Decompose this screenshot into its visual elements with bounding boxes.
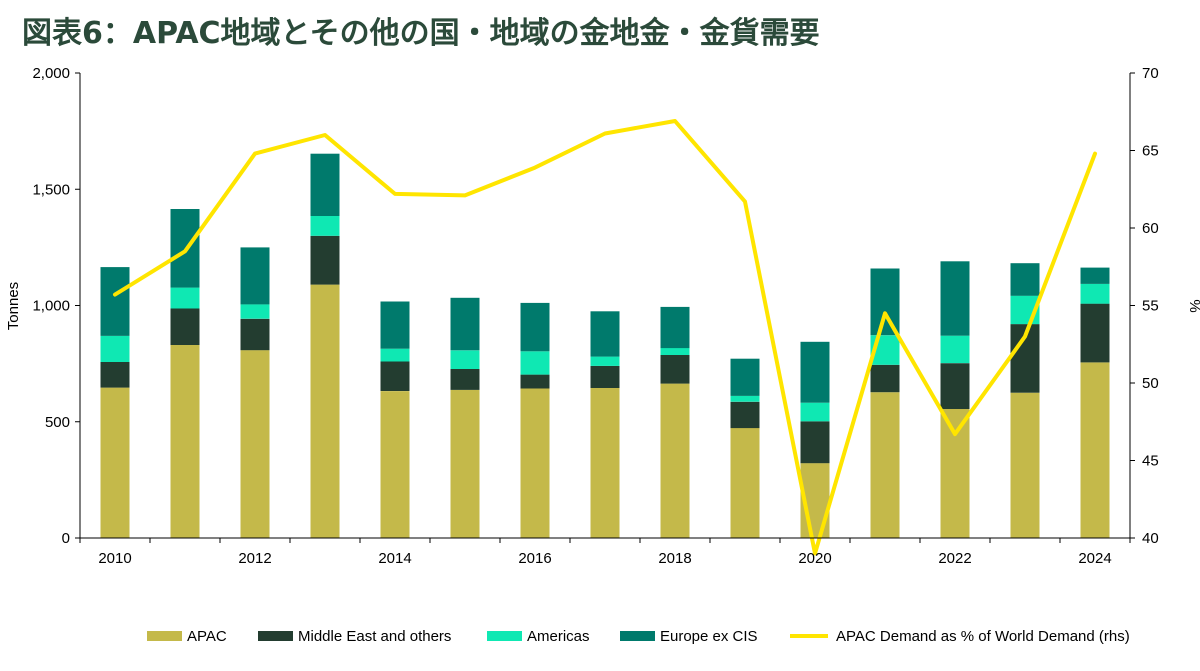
bar-europe-ex-cis-2017 bbox=[590, 311, 620, 357]
legend-label-europe-ex-cis: Europe ex CIS bbox=[660, 628, 758, 645]
y-tick-label-right: 65 bbox=[1142, 143, 1159, 160]
bar-middle-east-and-others-2020 bbox=[800, 421, 830, 464]
bar-europe-ex-cis-2012 bbox=[240, 247, 270, 305]
x-tick-label: 2014 bbox=[378, 550, 411, 567]
bar-middle-east-and-others-2019 bbox=[730, 401, 760, 429]
y-tick-label-left: 0 bbox=[62, 530, 70, 547]
bar-middle-east-and-others-2012 bbox=[240, 318, 270, 351]
bar-apac-2014 bbox=[380, 391, 410, 538]
y-tick-label-right: 55 bbox=[1142, 298, 1159, 315]
line-layer bbox=[113, 119, 1097, 556]
bar-europe-ex-cis-2020 bbox=[800, 341, 830, 403]
bar-middle-east-and-others-2018 bbox=[660, 355, 690, 384]
y-tick-label-left: 1,500 bbox=[32, 181, 70, 198]
x-tick-label: 2016 bbox=[518, 550, 551, 567]
bar-europe-ex-cis-2021 bbox=[870, 268, 900, 336]
bar-apac-2024 bbox=[1080, 362, 1110, 538]
x-tick-label: 2012 bbox=[238, 550, 271, 567]
bar-americas-2014 bbox=[380, 348, 410, 362]
bar-europe-ex-cis-2016 bbox=[520, 302, 550, 352]
chart-title: 図表6：APAC地域とその他の国・地域の金地金・金貨需要 bbox=[22, 16, 820, 51]
legend-label-apac-demand-as-of-world-demand-rhs-: APAC Demand as % of World Demand (rhs) bbox=[836, 628, 1130, 645]
bar-apac-2017 bbox=[590, 388, 620, 538]
bar-americas-2020 bbox=[800, 402, 830, 422]
y-tick-label-right: 45 bbox=[1142, 453, 1159, 470]
bar-europe-ex-cis-2024 bbox=[1080, 267, 1110, 284]
y-axis-title-right: % bbox=[1186, 299, 1200, 312]
axes-layer: 0 500 1,000 1,500 2,000 40 45 50 55 60 65 70 2010 201… bbox=[32, 65, 1158, 567]
y-tick-label-right: 70 bbox=[1142, 65, 1159, 82]
bar-americas-2019 bbox=[730, 395, 760, 402]
bar-middle-east-and-others-2013 bbox=[310, 235, 340, 285]
bar-europe-ex-cis-2013 bbox=[310, 153, 340, 216]
bar-apac-2011 bbox=[170, 345, 200, 538]
x-tick-label: 2022 bbox=[938, 550, 971, 567]
legend-swatch-apac bbox=[147, 631, 182, 641]
x-tick-label: 2024 bbox=[1078, 550, 1111, 567]
bar-apac-2023 bbox=[1010, 392, 1040, 538]
legend-swatch-europe-ex-cis bbox=[620, 631, 655, 641]
bar-middle-east-and-others-2017 bbox=[590, 365, 620, 388]
bar-americas-2011 bbox=[170, 287, 200, 309]
bar-middle-east-and-others-2010 bbox=[100, 362, 130, 388]
y-tick-label-right: 50 bbox=[1142, 375, 1159, 392]
x-tick-label: 2020 bbox=[798, 550, 831, 567]
bar-americas-2024 bbox=[1080, 283, 1110, 304]
y-tick-label-right: 40 bbox=[1142, 530, 1159, 547]
bar-middle-east-and-others-2014 bbox=[380, 361, 410, 391]
bar-middle-east-and-others-2015 bbox=[450, 369, 480, 390]
y-tick-label-left: 2,000 bbox=[32, 65, 70, 82]
bar-americas-2016 bbox=[520, 351, 550, 375]
bar-apac-2022 bbox=[940, 409, 970, 538]
bar-americas-2013 bbox=[310, 216, 340, 236]
bar-europe-ex-cis-2014 bbox=[380, 301, 410, 349]
bars-layer bbox=[100, 153, 1110, 538]
bar-apac-2019 bbox=[730, 428, 760, 538]
bar-europe-ex-cis-2010 bbox=[100, 267, 130, 336]
bar-apac-2010 bbox=[100, 387, 130, 538]
legend-label-americas: Americas bbox=[527, 628, 590, 645]
bar-americas-2022 bbox=[940, 335, 970, 364]
bar-apac-2018 bbox=[660, 383, 690, 538]
bar-europe-ex-cis-2023 bbox=[1010, 263, 1040, 296]
bar-apac-2012 bbox=[240, 350, 270, 538]
y-tick-label-left: 1,000 bbox=[32, 298, 70, 315]
bar-apac-2016 bbox=[520, 388, 550, 538]
bar-middle-east-and-others-2021 bbox=[870, 364, 900, 393]
bar-apac-2021 bbox=[870, 392, 900, 538]
bar-middle-east-and-others-2022 bbox=[940, 363, 970, 409]
bar-europe-ex-cis-2018 bbox=[660, 306, 690, 349]
bar-europe-ex-cis-2019 bbox=[730, 358, 760, 396]
bar-americas-2012 bbox=[240, 304, 270, 319]
y-tick-label-left: 500 bbox=[45, 414, 70, 431]
bar-apac-2015 bbox=[450, 389, 480, 538]
legend-label-apac: APAC bbox=[187, 628, 227, 645]
legend: APAC Middle East and others Americas Europe… bbox=[147, 628, 1130, 645]
bar-europe-ex-cis-2022 bbox=[940, 261, 970, 336]
legend-swatch-americas bbox=[487, 631, 522, 641]
bar-americas-2017 bbox=[590, 356, 620, 366]
bar-middle-east-and-others-2024 bbox=[1080, 303, 1110, 363]
legend-swatch-middle-east-and-others bbox=[258, 631, 293, 641]
x-tick-label: 2018 bbox=[658, 550, 691, 567]
bar-middle-east-and-others-2011 bbox=[170, 308, 200, 345]
bar-americas-2010 bbox=[100, 336, 130, 362]
bar-americas-2015 bbox=[450, 350, 480, 369]
bar-americas-2018 bbox=[660, 348, 690, 355]
x-tick-label: 2010 bbox=[98, 550, 131, 567]
y-axis-title-left: Tonnes bbox=[5, 282, 22, 330]
bar-europe-ex-cis-2015 bbox=[450, 297, 480, 351]
bar-middle-east-and-others-2016 bbox=[520, 374, 550, 389]
legend-label-middle-east-and-others: Middle East and others bbox=[298, 628, 451, 645]
y-tick-label-right: 60 bbox=[1142, 220, 1159, 237]
bar-apac-2013 bbox=[310, 284, 340, 538]
